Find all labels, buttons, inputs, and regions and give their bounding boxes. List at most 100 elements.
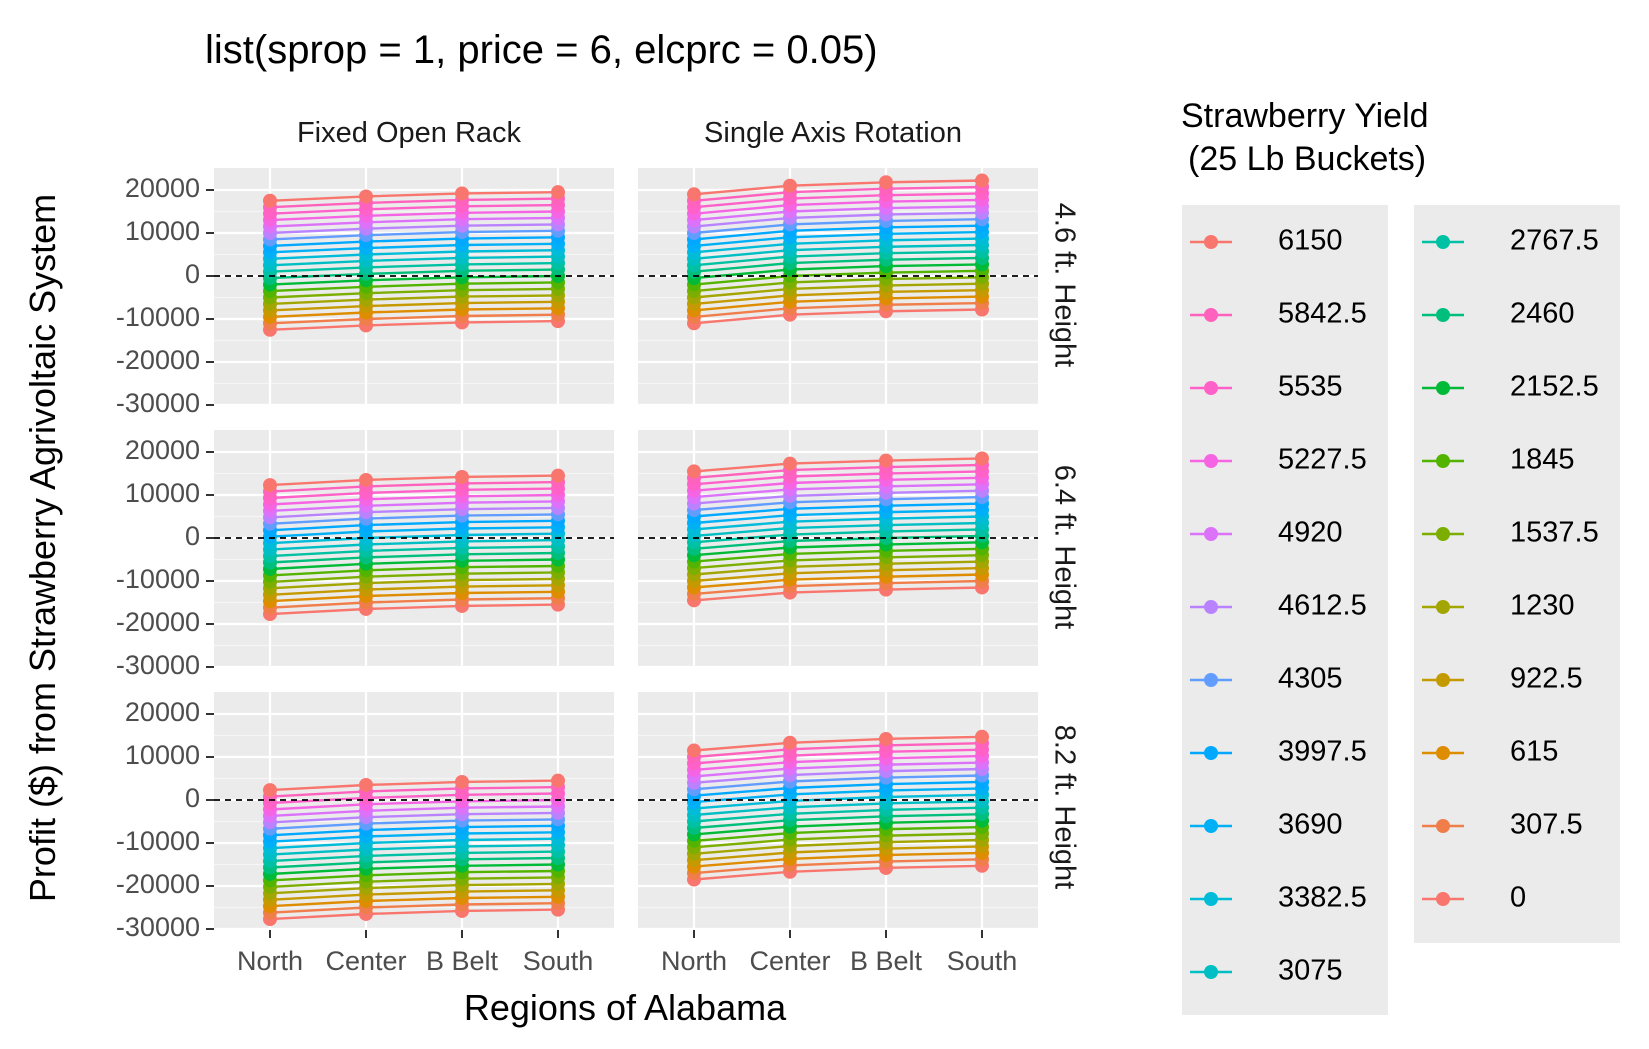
legend-item-6150: 6150: [1190, 225, 1343, 257]
data-point: [359, 777, 373, 792]
x-axes-group: North Center B Belt South North Center B Belt S…: [237, 930, 1017, 976]
y-tick-label: -10000: [116, 564, 200, 594]
series-line: [269, 203, 559, 215]
series-line: [693, 774, 983, 791]
legend-item-1537.5: 1537.5: [1422, 517, 1599, 549]
y-axes-group: 20000 10000 0 -10000 -20000 -30000 20000 10000 0…: [116, 173, 214, 942]
series-line: [693, 218, 983, 235]
legend-label: 615: [1510, 736, 1558, 768]
series-line: [269, 863, 559, 876]
y-tick-label: 10000: [125, 478, 200, 508]
data-point: [975, 451, 989, 466]
legend-key-point: [1436, 819, 1450, 833]
legend-key-point: [1204, 673, 1218, 687]
y-tick-label: -30000: [116, 388, 200, 418]
legend-label: 4920: [1278, 517, 1343, 549]
data-point: [455, 469, 469, 484]
series-line: [269, 506, 559, 519]
series-6150: [263, 468, 565, 493]
x-tick-label: South: [523, 946, 594, 976]
series-line: [693, 851, 983, 868]
column-strip-single-axis-rotation: Single Axis Rotation: [704, 117, 962, 149]
series-line: [269, 191, 559, 202]
x-axis-title: Regions of Alabama: [464, 987, 787, 1028]
series-line: [269, 798, 559, 811]
legend-key-point: [1204, 454, 1218, 468]
series-line: [693, 495, 983, 512]
series-line: [693, 237, 983, 254]
y-tick-label: -20000: [116, 607, 200, 637]
series-line: [269, 281, 559, 293]
series-line: [269, 313, 559, 325]
series-line: [693, 566, 983, 583]
legend-item-922.5: 922.5: [1422, 663, 1583, 695]
legend-label: 307.5: [1510, 809, 1583, 841]
column-strip-fixed-open-rack: Fixed Open Rack: [297, 117, 522, 149]
legend-key-point: [1204, 308, 1218, 322]
series-line: [269, 811, 559, 824]
legend-title-line-1: Strawberry Yield: [1181, 97, 1429, 135]
series-line: [269, 603, 559, 616]
data-point: [359, 472, 373, 487]
series-6150: [263, 773, 565, 798]
legend-item-615: 615: [1422, 736, 1558, 768]
y-tick-label: 20000: [125, 697, 200, 727]
series-line: [693, 489, 983, 505]
series-line: [269, 294, 559, 306]
x-tick-label: Center: [325, 946, 406, 976]
panels-group: [214, 168, 1038, 931]
series-line: [269, 319, 559, 331]
series-line: [269, 255, 559, 267]
series-line: [693, 806, 983, 823]
series-line: [693, 205, 983, 222]
series-line: [269, 843, 559, 856]
series-line: [693, 301, 983, 319]
data-point: [551, 185, 565, 200]
legend-label: 922.5: [1510, 663, 1583, 695]
y-tick-label: 10000: [125, 216, 200, 246]
y-tick-label: -10000: [116, 826, 200, 856]
y-tick-label: 0: [185, 783, 200, 813]
y-tick-label: -20000: [116, 345, 200, 375]
legend-key-background: [1414, 205, 1620, 943]
legend-item-1230: 1230: [1422, 590, 1575, 622]
legend-key-point: [1204, 746, 1218, 760]
legend: Strawberry Yield (25 Lb Buckets) 6150584…: [1181, 97, 1620, 1015]
legend-key-point: [1436, 673, 1450, 687]
data-point: [263, 478, 277, 493]
series-line: [693, 256, 983, 273]
series-line: [693, 813, 983, 830]
legend-item-4612.5: 4612.5: [1190, 590, 1367, 622]
x-tick-label: Center: [749, 946, 830, 976]
x-tick-label: North: [661, 946, 727, 976]
series-line: [693, 547, 983, 563]
data-point: [687, 464, 701, 479]
panel: [214, 168, 614, 407]
y-tick-label: 0: [185, 521, 200, 551]
data-point: [687, 187, 701, 202]
series-line: [693, 211, 983, 228]
series-line: [269, 210, 559, 222]
legend-key-point: [1204, 381, 1218, 395]
legend-label: 2152.5: [1510, 371, 1599, 403]
legend-item-2460: 2460: [1422, 298, 1575, 330]
legend-item-2152.5: 2152.5: [1422, 371, 1599, 403]
y-tick-label: -20000: [116, 869, 200, 899]
series-line: [269, 216, 559, 228]
legend-label: 5535: [1278, 371, 1343, 403]
series-line: [693, 263, 983, 280]
legend-key-point: [1204, 235, 1218, 249]
row-strip-6-4ft: 6.4 ft. Height: [1048, 465, 1080, 629]
series-line: [693, 767, 983, 784]
series-line: [693, 185, 983, 202]
series-line: [269, 545, 559, 558]
series-line: [269, 261, 559, 273]
series-line: [269, 882, 559, 895]
series-line: [269, 597, 559, 609]
x-tick-label: B Belt: [850, 946, 923, 976]
legend-label: 1230: [1510, 590, 1575, 622]
data-point: [551, 773, 565, 788]
series-line: [269, 197, 559, 209]
series-line: [693, 476, 983, 492]
legend-item-307.5: 307.5: [1422, 809, 1583, 841]
